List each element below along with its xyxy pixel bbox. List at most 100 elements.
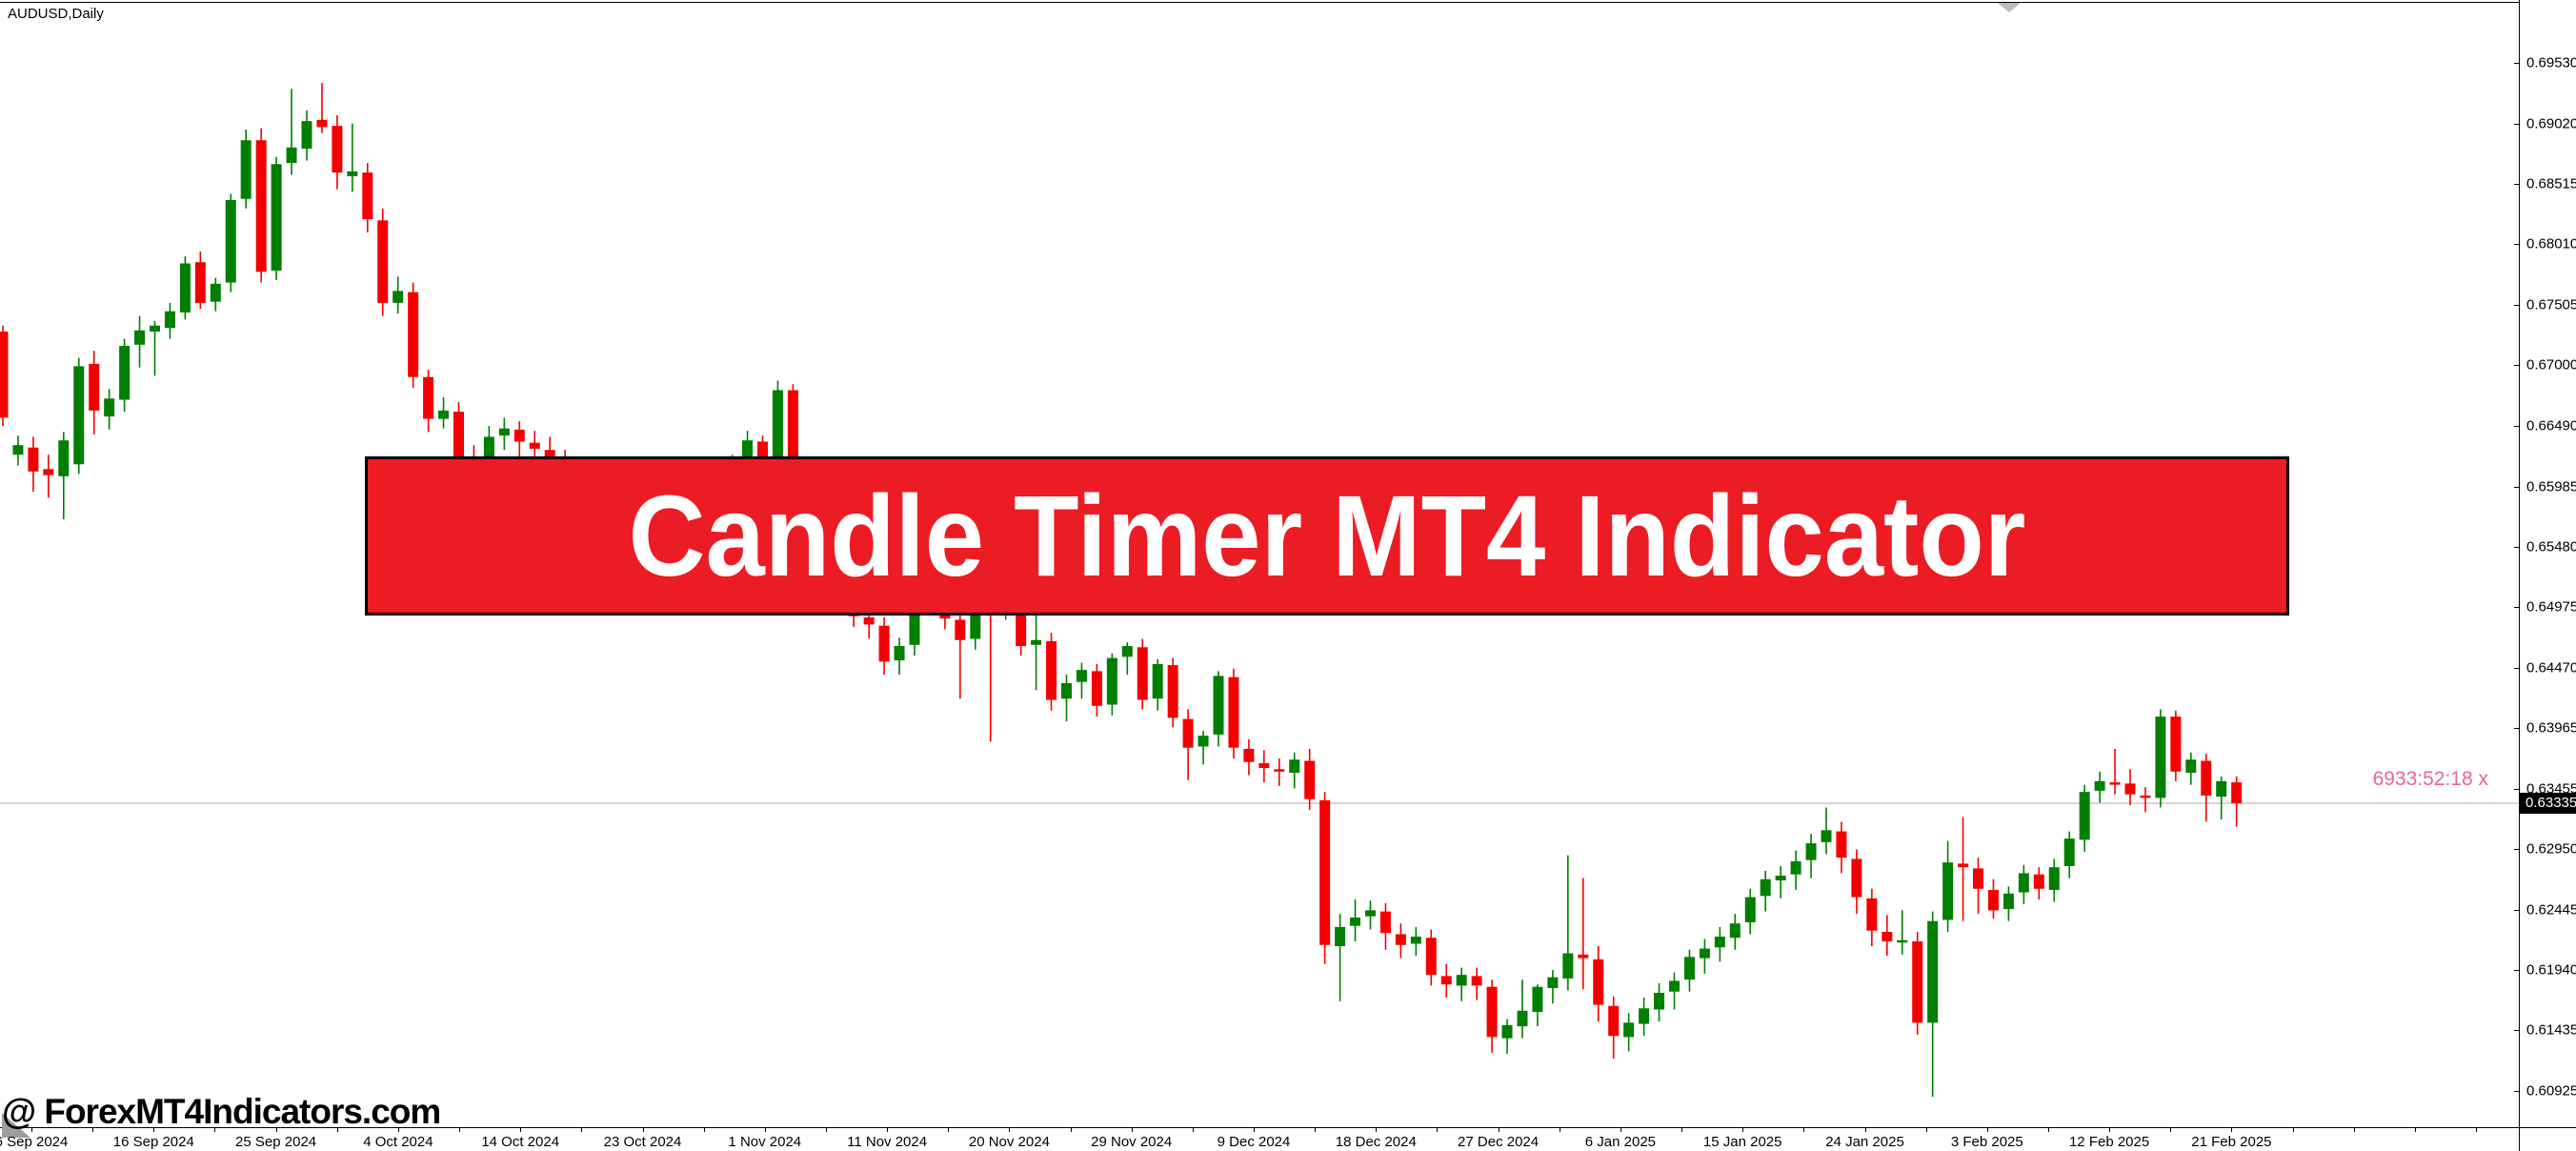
candle-body [1350,917,1361,926]
candle-body [787,390,798,502]
price-axis-label: 0.61435 [2526,1021,2576,1039]
candle-body [2002,893,2014,910]
candle-body [12,445,24,455]
candle-body [2018,873,2029,893]
price-axis-tick [2514,486,2520,488]
candle-body [453,412,464,461]
candle-timer-countdown: 6933:52:18 x [2372,768,2488,790]
candle-body [1593,959,1604,1005]
time-axis-tick [2353,1128,2355,1132]
candle-body [1654,992,1665,1010]
candle-body [2185,759,2197,774]
candle-body [1365,910,1376,917]
candle-body [119,346,131,400]
candle-body [1213,676,1224,735]
candle-body [1061,682,1072,699]
candle-body [909,597,920,645]
price-axis-label: 0.63965 [2526,719,2576,737]
candle-body [483,436,494,467]
candle-body [58,440,70,476]
candle-body [2140,795,2151,798]
time-axis-label: 27 Dec 2024 [1458,1134,1540,1150]
price-axis-tick [2514,244,2520,246]
time-axis-label: 21 Feb 2025 [2191,1134,2272,1150]
time-axis-label: 16 Sep 2024 [112,1134,194,1150]
time-axis-separator [0,1127,2576,1128]
candle-body [1942,862,1954,920]
time-axis-label: 20 Nov 2024 [968,1134,1050,1150]
time-axis-tick [1864,1128,1866,1132]
time-axis-label: 14 Oct 2024 [481,1134,560,1150]
candlestick-chart[interactable] [0,0,2519,1132]
candle-body [225,199,236,283]
watermark-text: @ ForexMT4Indicators.com [2,1092,441,1131]
time-axis-label: 15 Jan 2025 [1702,1134,1782,1150]
time-axis-tick [2109,1128,2111,1132]
candle-body [1987,890,1999,911]
time-axis-label: 25 Sep 2024 [235,1134,317,1150]
time-axis-tick [520,1128,522,1132]
time-axis-tick [153,1128,155,1132]
candle-body [2094,780,2105,791]
price-axis-tick [2514,667,2520,669]
candle-body [1851,858,1862,898]
promo-banner: Candle Timer MT4 Indicator [365,456,2289,616]
time-axis-label: 24 Jan 2025 [1825,1134,1904,1150]
candle-body [2033,874,2044,889]
time-axis-label: 6 Sep 2024 [0,1134,69,1150]
candle-body [194,262,206,303]
price-axis-label: 0.66490 [2526,417,2576,434]
candle-body [1197,736,1209,747]
candle-body [1091,671,1102,706]
chart-shift-marker-icon[interactable] [1998,3,2021,12]
candle-body [2231,782,2243,804]
candle-body [1274,769,1285,772]
price-axis-tick [2514,1091,2520,1093]
candle-body [1486,986,1498,1038]
price-axis-label: 0.64975 [2526,598,2576,616]
candle-body [1699,948,1710,959]
time-axis-tick [2170,1128,2172,1132]
time-axis[interactable]: 6 Sep 2024 16 Sep 2024 25 Sep 2024 4 Oct 20… [0,1128,2519,1151]
candle-body [2216,780,2227,798]
candle-body [1335,926,1346,947]
candle-body [1152,663,1163,699]
candle-body [73,366,85,465]
time-axis-label: 11 Nov 2024 [847,1134,928,1150]
time-axis-tick [887,1128,889,1132]
candle-body [529,442,540,449]
price-axis-tick [2514,728,2520,729]
price-axis-tick [2514,970,2520,972]
price-axis-tick [2514,909,2520,911]
time-axis-label: 18 Dec 2024 [1335,1134,1417,1150]
time-axis-label: 6 Jan 2025 [1584,1134,1657,1150]
time-axis-tick [1803,1128,1805,1132]
candle-body [894,646,905,661]
candle-body [1016,593,1027,647]
candle-body [1258,763,1270,769]
candle-body [210,283,221,302]
price-axis-label: 0.69020 [2526,115,2576,132]
candle-body [1973,868,1983,889]
time-axis-tick [1437,1128,1439,1132]
time-axis-tick [92,1128,94,1132]
symbol-period-label: AUDUSD,Daily [8,6,104,22]
candle-body [438,410,450,419]
candle-body [1623,1022,1635,1038]
time-axis-tick [1009,1128,1011,1132]
candle-body [1790,860,1801,875]
candle-body [1821,830,1832,842]
candle-body [1958,863,1969,868]
candle-body [316,119,328,128]
chart-top-border [0,2,2519,3]
candle-body [408,292,419,377]
candle-body [1031,639,1042,645]
time-axis-tick [1315,1128,1317,1132]
time-axis-tick [1742,1128,1744,1132]
candle-body [2079,792,2090,840]
time-axis-tick [2047,1128,2049,1132]
candle-body [1289,759,1300,774]
price-axis-label: 0.65480 [2526,538,2576,555]
price-axis[interactable]: 0.69530 0.69020 0.68515 0.68010 0.67505 0.670… [2514,0,2576,1127]
